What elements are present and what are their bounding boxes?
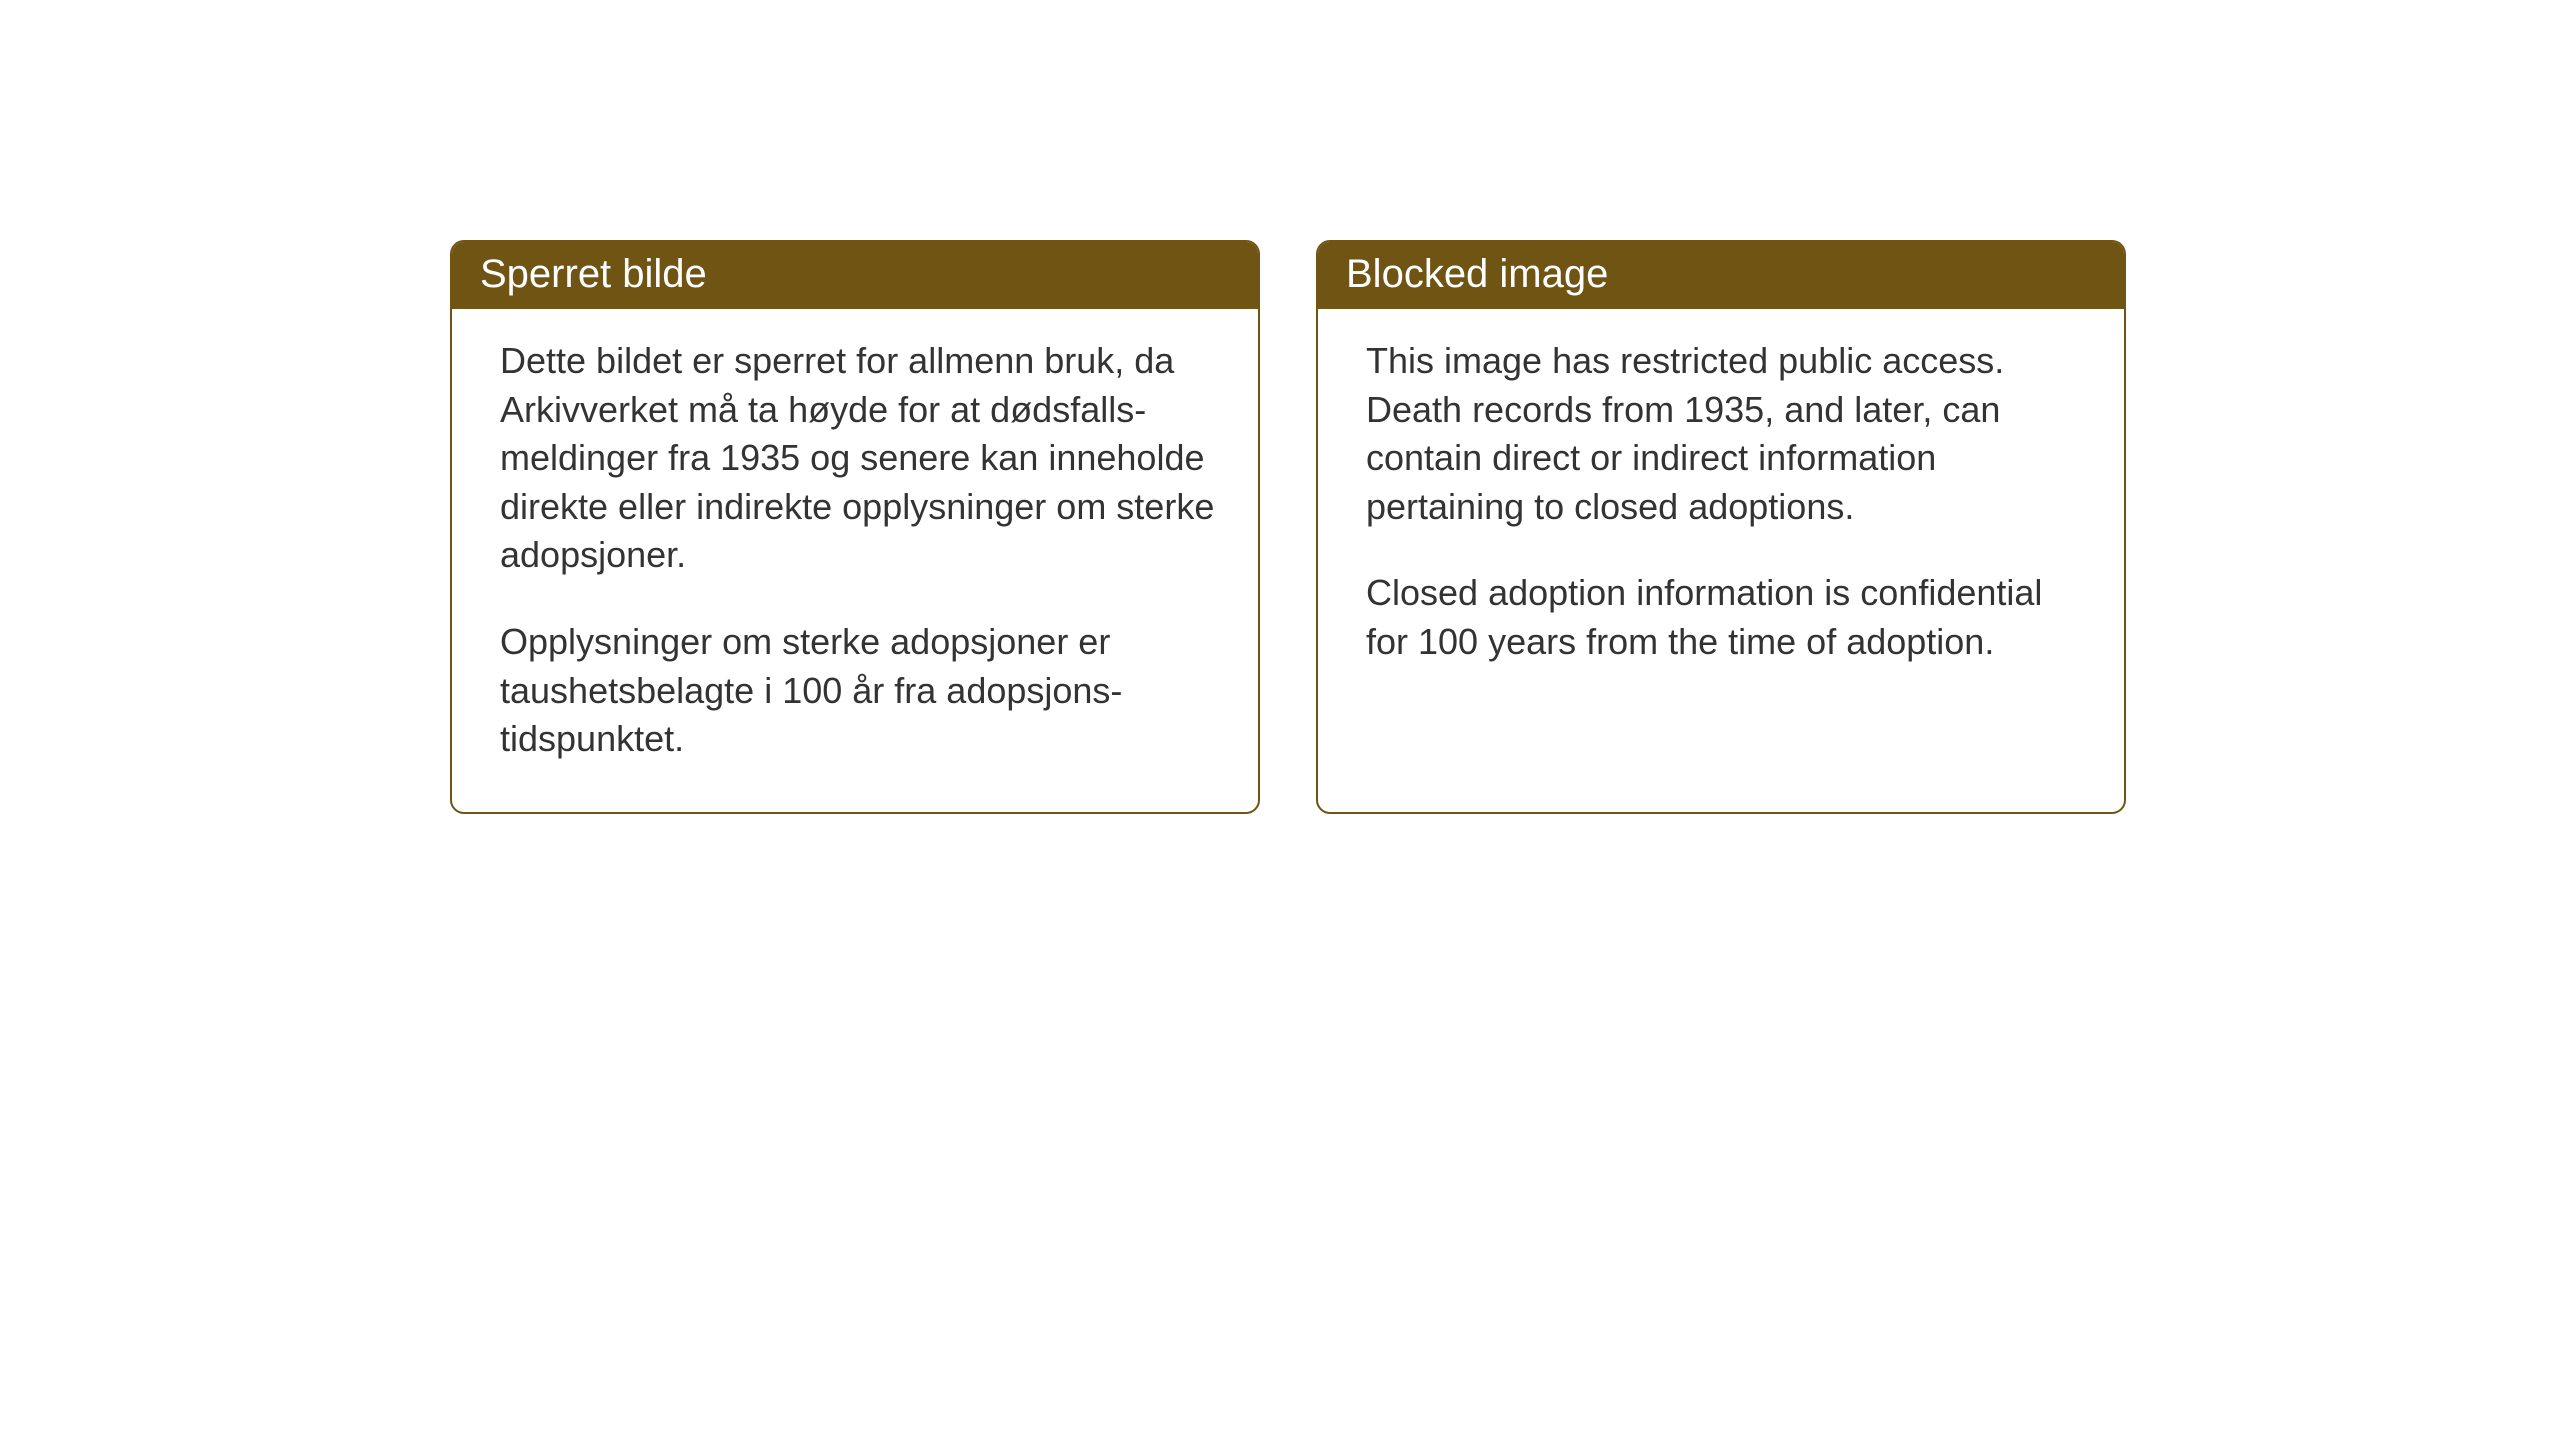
card-english: Blocked image This image has restricted … <box>1316 240 2126 814</box>
card-header-norwegian: Sperret bilde <box>452 242 1258 309</box>
card-norwegian: Sperret bilde Dette bildet er sperret fo… <box>450 240 1260 814</box>
notice-container: Sperret bilde Dette bildet er sperret fo… <box>450 240 2126 814</box>
card-para1-norwegian: Dette bildet er sperret for allmenn bruk… <box>500 337 1218 580</box>
card-title-norwegian: Sperret bilde <box>480 252 707 296</box>
card-para2-norwegian: Opplysninger om sterke adopsjoner er tau… <box>500 618 1218 764</box>
card-para1-english: This image has restricted public access.… <box>1366 337 2084 531</box>
card-body-english: This image has restricted public access.… <box>1318 309 2124 715</box>
card-title-english: Blocked image <box>1346 252 1608 296</box>
card-para2-english: Closed adoption information is confident… <box>1366 569 2084 666</box>
card-body-norwegian: Dette bildet er sperret for allmenn bruk… <box>452 309 1258 812</box>
card-header-english: Blocked image <box>1318 242 2124 309</box>
